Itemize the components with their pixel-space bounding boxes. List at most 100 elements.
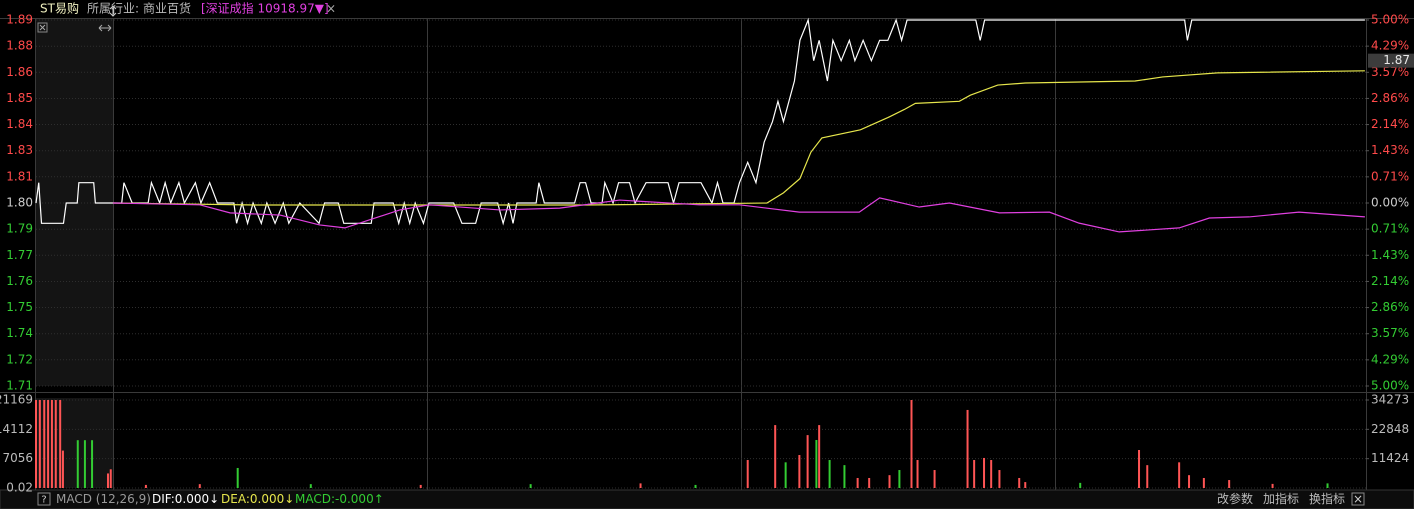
y-tick-label: 1.83 [6, 143, 33, 157]
volume-bar [843, 465, 846, 488]
volume-bar [916, 460, 919, 488]
y2-tick-label: 1.43% [1371, 248, 1409, 262]
header-close[interactable]: × [326, 2, 336, 16]
volume-bar [798, 455, 801, 488]
y2-tick-label: 4.29% [1371, 39, 1409, 53]
volume-bar [1271, 483, 1274, 488]
industry: 商业百货 [143, 1, 191, 16]
volume-bar [784, 462, 787, 488]
volume-bar [43, 400, 46, 488]
volume-bar [910, 400, 913, 488]
help[interactable]: ? [41, 495, 46, 506]
volume-bar [1228, 480, 1231, 488]
volume-bar [806, 435, 809, 488]
volume-bar [1146, 465, 1149, 488]
volume-bar [818, 425, 821, 488]
volume-bar [61, 450, 64, 488]
y2-tick-label: 5.00% [1371, 13, 1409, 27]
volume-bar [419, 484, 422, 488]
volume-bar [1178, 462, 1181, 488]
y-tick-label: 1.88 [6, 39, 33, 53]
volume-bar [529, 484, 532, 488]
volume-bar [83, 440, 86, 488]
button[interactable]: 加指标 [1263, 491, 1299, 506]
dif: DIF:0.000↓ [152, 492, 219, 506]
volume-bar [774, 425, 777, 488]
y2-tick-label: 4.29% [1371, 352, 1409, 366]
volume-bar [898, 470, 901, 488]
volume-bar [1326, 483, 1329, 488]
volume-bar [868, 477, 871, 488]
y-tick-label: 1.86 [6, 65, 33, 79]
volume-bar [1188, 475, 1191, 488]
series-line [112, 70, 1365, 206]
volume-bar [1024, 482, 1027, 488]
volume-bar [888, 475, 891, 488]
volume-bar [966, 409, 969, 488]
y2-tick-label: 11424 [1371, 451, 1409, 465]
y2-tick-label: 0.71% [1371, 222, 1409, 236]
y-tick-label: 1.77 [6, 248, 33, 262]
y2-tick-label: 0.71% [1371, 169, 1409, 183]
volume-bar [50, 400, 53, 488]
volume-bar [35, 400, 37, 488]
volume-bar [54, 400, 57, 488]
volume-bar [746, 460, 749, 488]
volume-bar [144, 484, 147, 488]
auction-shade [36, 18, 113, 386]
industry-label: 所属行业: [87, 2, 139, 16]
drag-icon[interactable] [109, 5, 117, 17]
footer-close[interactable]: × [1353, 492, 1363, 506]
y-tick-label: 1.84 [6, 117, 33, 131]
price-tag-bg [1368, 53, 1414, 68]
volume-bar [198, 484, 201, 488]
volume-bar [639, 483, 642, 488]
volume-bar [1018, 477, 1021, 488]
y-tick-label: 1.80 [6, 196, 33, 210]
toolbar-icons [37, 5, 117, 33]
y2-tick-label: 1.43% [1371, 143, 1409, 157]
y2-tick-label: 2.86% [1371, 300, 1409, 314]
volume-bar [106, 473, 109, 488]
y2-tick-label: 3.57% [1371, 326, 1409, 340]
close-icon-cross [39, 24, 46, 31]
y-tick-label: 1.85 [6, 91, 33, 105]
indicator-bar [0, 489, 1414, 509]
frame [0, 18, 1414, 490]
close-box[interactable] [1351, 492, 1365, 506]
y-tick-label: 1.79 [6, 222, 33, 236]
y2-tick-label: 22848 [1371, 422, 1409, 436]
series-line [35, 17, 1365, 226]
y-tick-label: 1.89 [6, 13, 33, 27]
button[interactable]: 改参数 [1217, 491, 1253, 506]
volume-bar [236, 467, 239, 488]
volume-bar [983, 457, 986, 488]
volume-bar [38, 400, 41, 488]
y-tick-label: 1.71 [6, 379, 33, 393]
volume-bar [990, 460, 993, 488]
volume-bar [309, 484, 312, 488]
stock-name: ST易购 [40, 1, 79, 16]
macd: MACD:-0.000↑ [295, 492, 384, 506]
indicator-name: MACD (12,26,9) [56, 492, 151, 506]
y-tick-label: 1.81 [6, 169, 33, 183]
volume-bar [828, 460, 831, 488]
y-tick-label: 1.75 [6, 300, 33, 314]
close-icon[interactable] [37, 22, 48, 33]
volume-bar [47, 400, 50, 488]
volume-bar [91, 440, 94, 488]
y-tick-label: 1.76 [6, 274, 33, 288]
y-tick-label: 7056 [2, 451, 33, 465]
volume-bar [1138, 449, 1141, 488]
volume-bar [76, 440, 79, 488]
y2-tick-label: 2.14% [1371, 117, 1409, 131]
resize-icon[interactable] [98, 24, 112, 32]
y-tick-label: 1.72 [6, 352, 33, 366]
button[interactable]: 换指标 [1309, 491, 1345, 506]
volume-bar [1079, 482, 1082, 488]
help-box[interactable] [37, 492, 51, 506]
index-quote[interactable]: [深证成指 10918.97▼] [201, 1, 329, 16]
